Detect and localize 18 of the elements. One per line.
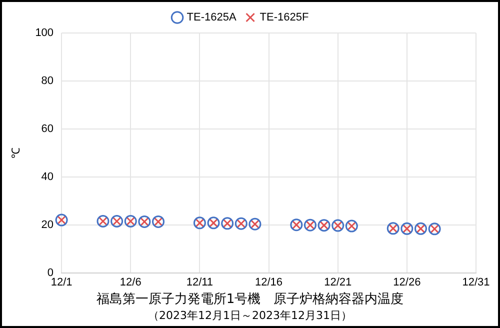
text: 福島第一原子力発電所1号機 原子炉格納容器内温度 xyxy=(95,291,405,308)
x-tick-label: 12/11 xyxy=(186,276,214,288)
legend-label: TE-1625A xyxy=(186,12,237,24)
x-tick-label: 12/6 xyxy=(120,276,142,288)
legend-label: TE-1625F xyxy=(260,12,309,24)
x-tick-label: 12/1 xyxy=(50,276,72,288)
x-tick-label: 12/16 xyxy=(255,276,283,288)
y-tick-label: 100 xyxy=(35,27,54,40)
y-tick-label: 40 xyxy=(41,170,54,183)
x-tick-label: 12/31 xyxy=(462,276,490,288)
y-tick-label: 80 xyxy=(41,74,54,87)
y-tick-label: 0 xyxy=(47,266,54,279)
y-axis-title: ℃ xyxy=(10,147,23,158)
x-tick-label: 12/21 xyxy=(324,276,352,288)
x-tick-label: 12/26 xyxy=(393,276,421,288)
text: （2023年12月1日～2023年12月31日） xyxy=(147,308,353,323)
y-tick-label: 60 xyxy=(41,122,54,135)
y-tick-label: 20 xyxy=(41,218,54,231)
